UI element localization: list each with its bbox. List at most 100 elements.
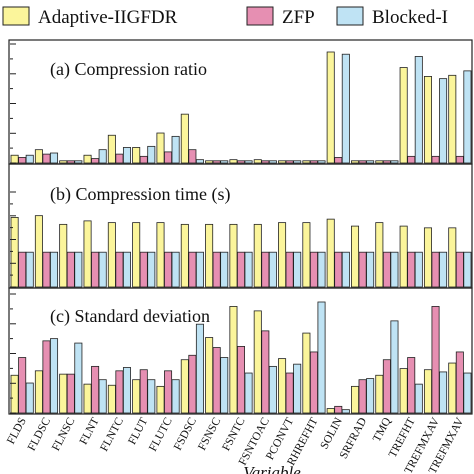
- bar-p2-s2-c3: [98, 379, 107, 414]
- bar-p0-s2-c1: [50, 152, 59, 164]
- bar-p0-s0-c2: [59, 160, 68, 164]
- bar-p0-s0-c16: [399, 67, 408, 164]
- bar-p2-s0-c5: [132, 379, 141, 414]
- bar-p2-s2-c16: [414, 383, 423, 414]
- bar-p2-s0-c14: [351, 385, 360, 414]
- bar-p2-s2-c8: [220, 357, 229, 414]
- x-tick-label-2: FLNSC: [50, 415, 78, 453]
- bar-p0-s2-c9: [244, 160, 253, 164]
- bar-p2-s1-c12: [309, 351, 318, 414]
- bar-p1-s2-c15: [390, 251, 399, 288]
- bar-p2-s2-c1: [50, 338, 59, 414]
- bar-p1-s1-c7: [188, 251, 197, 288]
- bar-p0-s2-c17: [439, 78, 448, 164]
- bar-p2-s1-c9: [236, 345, 245, 414]
- bar-p0-s1-c15: [382, 160, 391, 164]
- bar-p1-s2-c16: [414, 251, 423, 288]
- bar-p1-s1-c12: [309, 251, 318, 288]
- bar-p1-s0-c13: [326, 218, 335, 288]
- bar-p1-s0-c18: [448, 227, 457, 288]
- bar-p1-s2-c7: [195, 251, 204, 288]
- bar-p1-s2-c2: [74, 251, 83, 288]
- bar-p1-s1-c2: [66, 251, 75, 288]
- bar-p1-s1-c0: [18, 251, 27, 288]
- bar-p0-s0-c5: [132, 147, 141, 164]
- bar-p2-s0-c18: [448, 362, 457, 414]
- bar-p0-s1-c12: [309, 160, 318, 164]
- bar-p1-s0-c17: [423, 227, 432, 288]
- bar-p1-s1-c6: [164, 251, 173, 288]
- bar-p0-s1-c11: [285, 160, 294, 164]
- bar-p0-s1-c5: [139, 155, 148, 164]
- bar-p1-s2-c3: [98, 251, 107, 288]
- x-tick-label-13: SOLIN: [318, 415, 345, 451]
- bar-p1-s0-c12: [302, 222, 311, 288]
- bar-p0-s1-c3: [91, 158, 100, 164]
- bar-p0-s1-c17: [431, 155, 440, 164]
- bar-p2-s2-c14: [366, 378, 375, 414]
- bar-p2-s0-c13: [326, 408, 335, 414]
- panel-b-title: (b) Compression time (s): [50, 184, 230, 205]
- bar-p0-s2-c10: [268, 160, 277, 164]
- bar-p2-s1-c5: [139, 369, 148, 414]
- bar-p1-s1-c1: [42, 251, 51, 288]
- bar-p0-s2-c4: [122, 147, 131, 164]
- bar-p0-s0-c4: [107, 134, 116, 164]
- bar-p2-s2-c6: [171, 379, 180, 414]
- legend-label-blocked: Blocked-I: [372, 7, 448, 28]
- bar-p1-s0-c4: [107, 222, 116, 288]
- x-tick-label-15: TMQ: [371, 415, 394, 444]
- bar-p0-s0-c8: [205, 160, 214, 164]
- bar-p2-s0-c7: [180, 359, 189, 414]
- bar-p1-s1-c15: [382, 251, 391, 288]
- bar-p2-s2-c10: [268, 365, 277, 414]
- bar-p0-s2-c7: [195, 159, 204, 164]
- bar-p1-s1-c5: [139, 251, 148, 288]
- bar-p0-s1-c10: [261, 160, 270, 164]
- panel-c-frame: [8, 287, 473, 415]
- bar-p0-s2-c0: [25, 154, 34, 164]
- bar-p2-s0-c10: [253, 310, 262, 414]
- bar-p0-s0-c3: [83, 154, 92, 164]
- bar-p0-s0-c0: [10, 154, 19, 164]
- bar-p2-s2-c13: [341, 409, 350, 414]
- bar-p2-s0-c3: [83, 383, 92, 414]
- bar-p2-s0-c15: [375, 374, 384, 414]
- bar-p0-s0-c11: [278, 160, 287, 164]
- bar-p1-s1-c9: [236, 251, 245, 288]
- bar-p0-s0-c6: [156, 132, 165, 164]
- bar-p0-s1-c16: [407, 155, 416, 164]
- bar-p0-s2-c13: [341, 53, 350, 164]
- legend-swatch-blocked: [336, 6, 364, 26]
- x-tick-label-6: FLUTC: [147, 415, 175, 453]
- bar-p2-s0-c0: [10, 374, 19, 414]
- bar-p0-s0-c10: [253, 159, 262, 164]
- bar-p2-s0-c9: [229, 306, 238, 414]
- bar-p2-s2-c9: [244, 372, 253, 414]
- bar-p2-s0-c4: [107, 384, 116, 414]
- x-tick-label-5: FLUT: [126, 416, 150, 447]
- bar-p1-s0-c11: [278, 222, 287, 288]
- bar-p1-s2-c14: [366, 251, 375, 288]
- bar-p2-s1-c14: [358, 379, 367, 414]
- bar-p1-s1-c3: [91, 251, 100, 288]
- bar-p0-s2-c14: [366, 160, 375, 164]
- bar-p1-s0-c2: [59, 223, 68, 288]
- bar-p2-s2-c15: [390, 320, 399, 414]
- bar-p0-s0-c13: [326, 51, 335, 164]
- bar-p0-s1-c6: [164, 151, 173, 164]
- bar-p1-s0-c9: [229, 223, 238, 288]
- bar-p2-s0-c1: [34, 370, 43, 414]
- bar-p1-s1-c11: [285, 251, 294, 288]
- legend-swatch-zfp: [246, 6, 274, 26]
- bar-p1-s0-c16: [399, 225, 408, 288]
- bar-p1-s2-c18: [463, 251, 472, 288]
- bar-p0-s1-c1: [42, 153, 51, 164]
- bar-p0-s1-c14: [358, 160, 367, 164]
- bar-p0-s2-c12: [317, 160, 326, 164]
- bar-p0-s1-c18: [455, 155, 464, 164]
- bar-p1-s0-c15: [375, 222, 384, 288]
- bar-p1-s2-c4: [122, 251, 131, 288]
- bar-p0-s2-c11: [293, 160, 302, 164]
